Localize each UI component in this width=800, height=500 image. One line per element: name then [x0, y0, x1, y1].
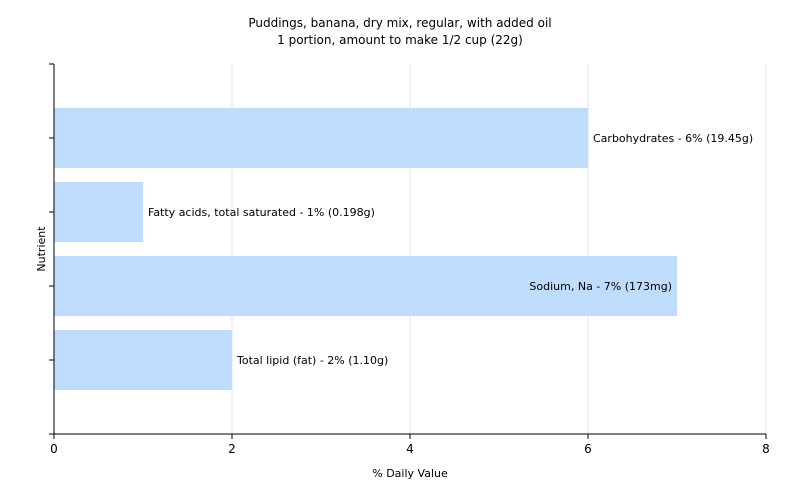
bar [54, 256, 677, 316]
axis-ticks: 0 2 4 6 8 [49, 63, 770, 456]
x-axis-title: % Daily Value [372, 467, 448, 480]
x-tick-label: 6 [584, 442, 592, 456]
bar [54, 108, 588, 168]
bars [54, 108, 677, 390]
chart-title: Puddings, banana, dry mix, regular, with… [248, 16, 551, 30]
bar-data-label: Total lipid (fat) - 2% (1.10g) [236, 354, 388, 367]
x-tick-label: 2 [228, 442, 236, 456]
x-tick-label: 8 [762, 442, 770, 456]
bar-data-label: Sodium, Na - 7% (173mg) [529, 280, 672, 293]
bar [54, 182, 143, 242]
y-axis-title: Nutrient [35, 226, 48, 272]
x-tick-label: 4 [406, 442, 414, 456]
bar [54, 330, 232, 390]
bar-data-labels: Carbohydrates - 6% (19.45g) Fatty acids, … [148, 132, 753, 367]
bar-data-label: Carbohydrates - 6% (19.45g) [593, 132, 753, 145]
x-tick-label: 0 [50, 442, 58, 456]
chart-subtitle: 1 portion, amount to make 1/2 cup (22g) [277, 33, 523, 47]
bar-data-label: Fatty acids, total saturated - 1% (0.198… [148, 206, 375, 219]
